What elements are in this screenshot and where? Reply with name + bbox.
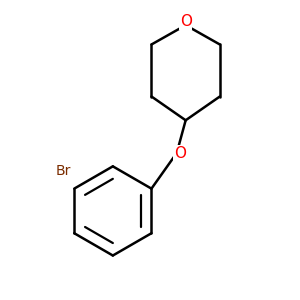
Text: O: O	[180, 14, 192, 29]
Text: Br: Br	[56, 164, 71, 178]
Text: O: O	[174, 146, 186, 161]
